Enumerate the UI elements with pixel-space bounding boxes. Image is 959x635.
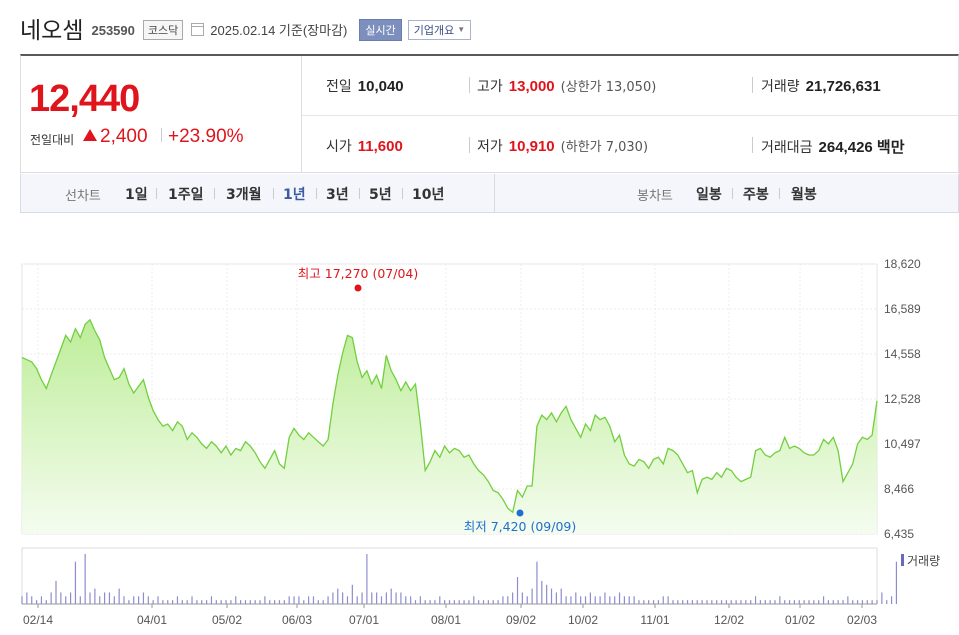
stock-code: 253590 (91, 22, 135, 38)
open-value: 11,600 (357, 138, 403, 155)
period-10y[interactable]: 10년 (412, 187, 445, 203)
y-tick-label: 6,435 (884, 527, 914, 541)
divider (402, 188, 403, 199)
divider (779, 188, 780, 199)
x-tick-label: 09/02 (506, 613, 536, 627)
volume-value: 21,726,631 (805, 78, 881, 95)
up-triangle-icon (83, 129, 97, 141)
price-stats: 전일 10,040 고가 13,000 (상한가 13,050) 거래량 21,… (302, 56, 958, 173)
high-marker (354, 284, 362, 292)
divider (316, 188, 317, 199)
amount-value: 264,426 백만 (818, 139, 905, 156)
change-percent: +23.90% (168, 126, 244, 147)
line-chart-periods: 선차트 1일 1주일 3개월 1년 3년 5년 10년 (21, 174, 495, 212)
prev-close-value: 10,040 (357, 78, 404, 95)
stats-row: 전일 10,040 고가 13,000 (상한가 13,050) 거래량 21,… (302, 56, 958, 114)
x-tick-label: 12/02 (714, 613, 744, 627)
period-1w[interactable]: 1주일 (168, 187, 204, 203)
divider (752, 77, 753, 93)
y-tick-label: 18,620 (884, 257, 921, 271)
current-price-panel: 12,440 전일대비 2,400 +23.90% (21, 56, 302, 173)
x-tick-label: 08/01 (431, 613, 461, 627)
amount-label: 거래대금 (761, 140, 813, 156)
open-label: 시가 (326, 139, 352, 155)
x-tick-label: 05/02 (212, 613, 242, 627)
calendar-icon (191, 23, 205, 36)
divider (359, 188, 360, 199)
x-tick-label: 07/01 (349, 613, 379, 627)
candle-weekly[interactable]: 주봉 (743, 187, 769, 203)
open-price: 시가 11,600 (326, 136, 403, 156)
high-value: 13,000 (508, 78, 555, 95)
upper-limit: (상한가 13,050) (560, 80, 657, 95)
change-label: 전일대비 (30, 133, 75, 147)
candle-monthly[interactable]: 월봉 (791, 187, 817, 203)
low-marker (516, 509, 524, 517)
low-value: 10,910 (508, 138, 555, 155)
divider (732, 188, 733, 199)
divider (156, 188, 157, 199)
company-info-dropdown[interactable]: 기업개요 ▼ (407, 19, 472, 40)
low-price: 저가 10,910 (하한가 7,030) (477, 136, 648, 156)
y-tick-label: 10,497 (884, 437, 921, 451)
amount-stat: 거래대금 264,426 백만 (761, 136, 905, 157)
chart-period-bar: 선차트 1일 1주일 3개월 1년 3년 5년 10년 봉차트 일봉 주봉 월봉 (20, 174, 959, 213)
x-axis-ticks: 02/14 04/01 05/02 06/03 07/01 08/01 09/02 10/02… (23, 604, 877, 627)
divider (752, 137, 753, 153)
x-tick-label: 01/02 (785, 613, 815, 627)
period-3y[interactable]: 3년 (326, 187, 349, 203)
y-tick-label: 12,528 (884, 392, 921, 406)
y-tick-label: 8,466 (884, 482, 914, 496)
line-chart-title: 선차트 (65, 189, 101, 204)
realtime-button[interactable]: 실시간 (359, 18, 402, 41)
divider (214, 188, 215, 199)
x-tick-label: 10/02 (568, 613, 598, 627)
divider (469, 77, 470, 93)
volume-legend-icon (901, 554, 904, 566)
chevron-down-icon: ▼ (457, 25, 466, 34)
market-badge: 코스닥 (142, 19, 184, 40)
price-chart: 18,620 16,589 14,558 12,528 10,497 8,466 6,435… (21, 257, 940, 627)
prev-close: 전일 10,040 (326, 76, 404, 96)
divider (469, 137, 470, 153)
divider (273, 188, 274, 199)
candle-chart-title: 봉차트 (637, 189, 673, 204)
x-tick-label: 02/03 (847, 613, 877, 627)
stock-header: 네오셈 253590 코스닥 2025.02.14 기준(장마감) 실시간 기업… (20, 10, 959, 46)
period-1y[interactable]: 1년 (283, 187, 306, 203)
high-label: 고가 (477, 79, 503, 95)
volume-stat: 거래량 21,726,631 (761, 76, 881, 96)
y-axis-ticks: 18,620 16,589 14,558 12,528 10,497 8,466 6,435 (884, 257, 921, 541)
period-1d[interactable]: 1일 (125, 187, 148, 203)
volume-legend: 거래량 (907, 554, 940, 568)
x-tick-label: 11/01 (640, 613, 669, 627)
prev-close-label: 전일 (326, 79, 352, 95)
candle-daily[interactable]: 일봉 (696, 187, 722, 203)
x-tick-label: 04/01 (137, 613, 167, 627)
change-value: 2,400 (100, 126, 148, 147)
low-annotation: 최저 7,420 (09/09) (464, 519, 577, 534)
chart-annotations: 최고 17,270 (07/04) 최저 7,420 (09/09) (298, 266, 576, 534)
current-price: 12,440 (29, 78, 140, 120)
stock-name: 네오셈 (20, 18, 84, 44)
high-annotation: 최고 17,270 (07/04) (298, 266, 418, 281)
price-summary: 12,440 전일대비 2,400 +23.90% 전일 10,040 고가 1… (20, 54, 959, 173)
y-tick-label: 16,589 (884, 302, 921, 316)
low-label: 저가 (477, 139, 503, 155)
period-3m[interactable]: 3개월 (226, 187, 262, 203)
period-5y[interactable]: 5년 (369, 187, 392, 203)
volume-label: 거래량 (761, 79, 800, 95)
y-tick-label: 14,558 (884, 347, 921, 361)
high-price: 고가 13,000 (상한가 13,050) (477, 76, 656, 96)
lower-limit: (하한가 7,030) (560, 140, 649, 155)
price-area (22, 319, 877, 534)
divider (161, 128, 162, 142)
date-text: 2025.02.14 기준(장마감) (210, 23, 348, 38)
volume-bars: 거래량 (21, 547, 940, 605)
x-tick-label: 02/14 (23, 613, 53, 627)
price-line (21, 318, 878, 514)
stats-row: 시가 11,600 저가 10,910 (하한가 7,030) 거래대금 264… (302, 115, 958, 173)
x-tick-label: 06/03 (282, 613, 312, 627)
company-info-label: 기업개요 (413, 24, 455, 37)
